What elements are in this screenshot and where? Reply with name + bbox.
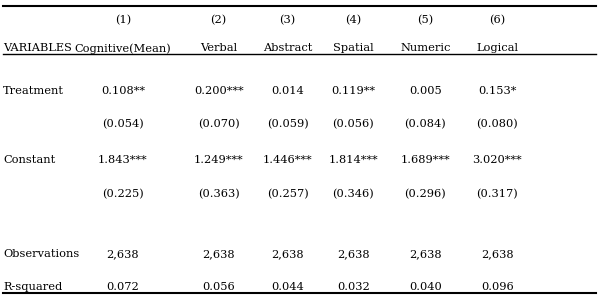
Text: R-squared: R-squared	[3, 282, 62, 292]
Text: (0.257): (0.257)	[267, 189, 308, 200]
Text: 2,638: 2,638	[481, 249, 513, 259]
Text: 0.108**: 0.108**	[101, 86, 145, 97]
Text: 0.040: 0.040	[409, 282, 441, 292]
Text: 0.014: 0.014	[271, 86, 304, 97]
Text: (0.054): (0.054)	[102, 119, 144, 130]
Text: (0.084): (0.084)	[404, 119, 446, 130]
Text: (3): (3)	[279, 15, 296, 25]
Text: 2,638: 2,638	[107, 249, 139, 259]
Text: 0.032: 0.032	[337, 282, 370, 292]
Text: 0.072: 0.072	[107, 282, 139, 292]
Text: Constant: Constant	[3, 155, 55, 165]
Text: (0.056): (0.056)	[332, 119, 374, 130]
Text: (0.080): (0.080)	[476, 119, 518, 130]
Text: 1.814***: 1.814***	[329, 155, 378, 165]
Text: 0.096: 0.096	[481, 282, 513, 292]
Text: 2,638: 2,638	[409, 249, 441, 259]
Text: 1.689***: 1.689***	[401, 155, 450, 165]
Text: (0.317): (0.317)	[476, 189, 518, 200]
Text: (0.070): (0.070)	[198, 119, 240, 130]
Text: Abstract: Abstract	[263, 43, 312, 53]
Text: 1.446***: 1.446***	[263, 155, 312, 165]
Text: Logical: Logical	[476, 43, 518, 53]
Text: Treatment: Treatment	[3, 86, 64, 97]
Text: 2,638: 2,638	[337, 249, 370, 259]
Text: (4): (4)	[345, 15, 362, 25]
Text: Observations: Observations	[3, 249, 79, 259]
Text: (0.363): (0.363)	[198, 189, 240, 200]
Text: (6): (6)	[489, 15, 506, 25]
Text: 0.056: 0.056	[202, 282, 235, 292]
Text: Verbal: Verbal	[200, 43, 237, 53]
Text: 0.044: 0.044	[271, 282, 304, 292]
Text: 1.843***: 1.843***	[98, 155, 147, 165]
Text: (1): (1)	[114, 15, 131, 25]
Text: 2,638: 2,638	[271, 249, 304, 259]
Text: (0.346): (0.346)	[332, 189, 374, 200]
Text: Numeric: Numeric	[400, 43, 450, 53]
Text: 2,638: 2,638	[202, 249, 235, 259]
Text: 0.119**: 0.119**	[331, 86, 376, 97]
Text: (2): (2)	[210, 15, 227, 25]
Text: 0.005: 0.005	[409, 86, 441, 97]
Text: 3.020***: 3.020***	[473, 155, 522, 165]
Text: 0.153*: 0.153*	[478, 86, 516, 97]
Text: VARIABLES: VARIABLES	[3, 43, 72, 53]
Text: (5): (5)	[417, 15, 434, 25]
Text: (0.296): (0.296)	[404, 189, 446, 200]
Text: Cognitive(Mean): Cognitive(Mean)	[74, 43, 171, 54]
Text: 0.200***: 0.200***	[194, 86, 243, 97]
Text: 1.249***: 1.249***	[194, 155, 243, 165]
Text: (0.059): (0.059)	[267, 119, 308, 130]
Text: Spatial: Spatial	[333, 43, 374, 53]
Text: (0.225): (0.225)	[102, 189, 144, 200]
